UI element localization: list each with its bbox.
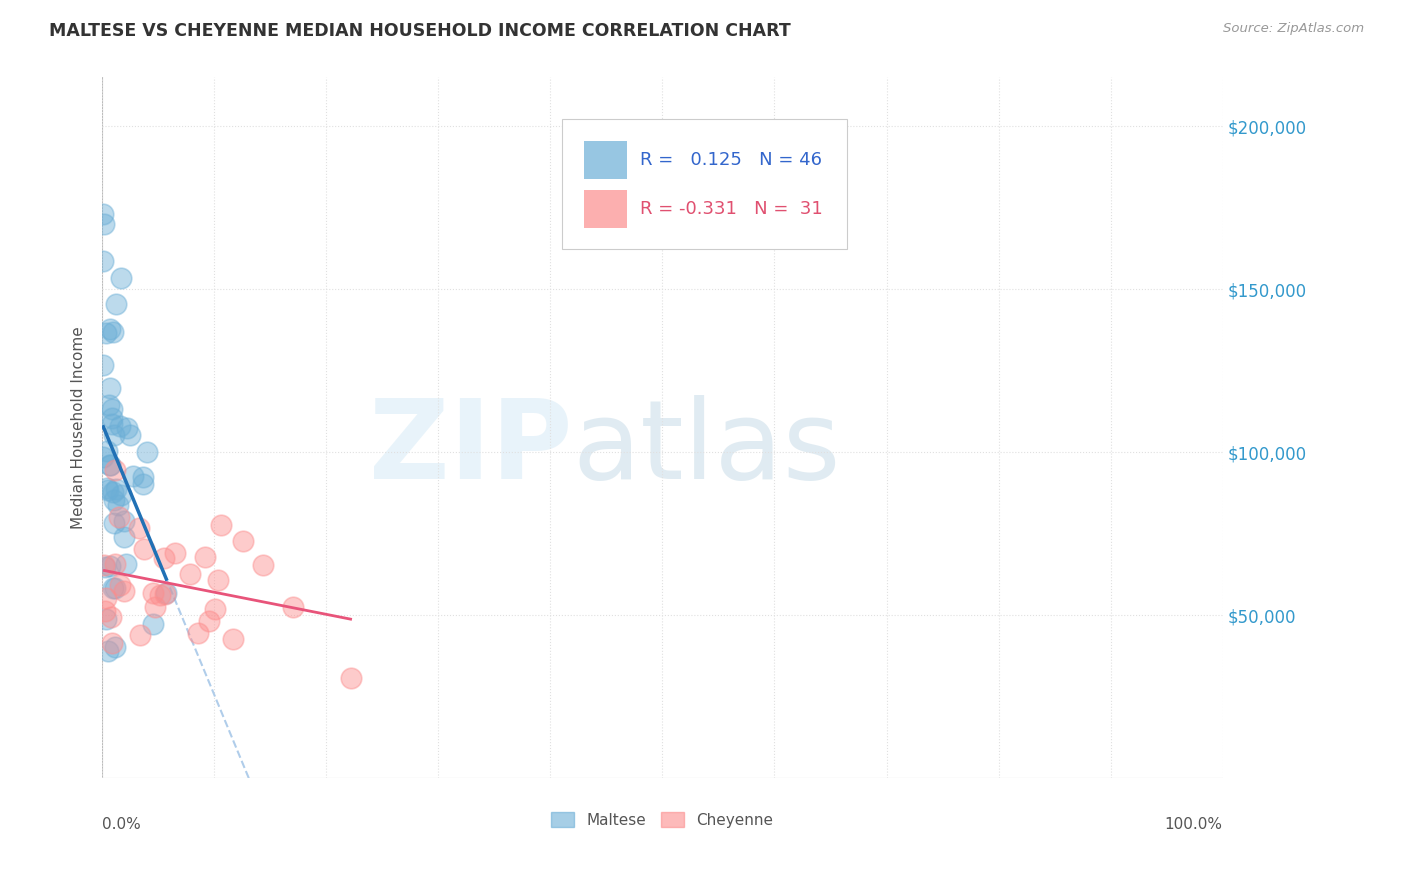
Point (101, 417, 124, 432)
Text: Source: ZipAtlas.com: Source: ZipAtlas.com (1223, 22, 1364, 36)
Point (110, 418, 132, 433)
Point (91, 207, 114, 221)
Point (115, 421, 138, 435)
Text: MALTESE VS CHEYENNE MEDIAN HOUSEHOLD INCOME CORRELATION CHART: MALTESE VS CHEYENNE MEDIAN HOUSEHOLD INC… (49, 22, 792, 40)
Point (194, 550, 217, 565)
Text: ZIP: ZIP (370, 395, 572, 502)
Point (112, 583, 135, 598)
Point (110, 488, 132, 502)
Point (104, 463, 127, 477)
Text: 0.0%: 0.0% (103, 817, 141, 831)
Point (252, 558, 274, 573)
Point (207, 573, 229, 587)
Point (155, 585, 177, 599)
Point (232, 534, 254, 549)
Point (143, 600, 166, 615)
Point (94, 591, 117, 605)
Point (98, 458, 121, 473)
Point (93, 604, 115, 618)
Point (104, 297, 127, 311)
Point (93, 450, 115, 464)
Point (104, 581, 127, 595)
Point (204, 602, 226, 616)
Point (222, 632, 245, 647)
Point (121, 469, 143, 483)
Point (93, 558, 115, 573)
Point (136, 444, 159, 458)
Point (198, 615, 221, 629)
Point (107, 498, 129, 512)
Point (103, 427, 125, 442)
Point (128, 521, 150, 535)
Point (101, 411, 124, 425)
Point (101, 402, 124, 417)
Point (91, 358, 114, 372)
Point (118, 428, 141, 442)
Point (100, 636, 122, 650)
Text: 100.0%: 100.0% (1164, 817, 1223, 831)
Point (108, 578, 131, 592)
Point (142, 585, 165, 599)
Point (339, 671, 361, 685)
Point (97, 483, 120, 498)
FancyBboxPatch shape (561, 120, 848, 249)
Point (97, 398, 120, 412)
Point (114, 558, 136, 572)
Point (98, 381, 121, 395)
Point (93, 217, 115, 231)
Point (101, 582, 124, 596)
Point (105, 482, 128, 496)
Point (93, 560, 115, 574)
Point (104, 558, 127, 572)
Point (96, 481, 118, 495)
Point (128, 628, 150, 642)
Point (179, 567, 201, 582)
Text: R =   0.125   N = 46: R = 0.125 N = 46 (640, 151, 823, 169)
FancyBboxPatch shape (583, 190, 627, 228)
Point (152, 550, 174, 565)
Point (97, 644, 120, 658)
Point (187, 626, 209, 640)
Point (104, 640, 127, 655)
Point (103, 516, 125, 531)
Point (93, 254, 115, 268)
Text: atlas: atlas (572, 395, 841, 502)
Point (112, 514, 135, 528)
Point (132, 541, 155, 556)
Point (98, 321, 121, 335)
Point (163, 546, 186, 560)
Point (131, 477, 153, 491)
Point (142, 617, 165, 632)
FancyBboxPatch shape (583, 141, 627, 179)
Point (283, 599, 305, 614)
Point (98, 458, 121, 472)
Point (153, 587, 176, 601)
Point (131, 470, 153, 484)
Point (110, 271, 132, 285)
Point (96, 444, 118, 458)
Point (108, 510, 131, 524)
Point (101, 485, 124, 500)
Point (101, 325, 124, 339)
Legend: Maltese, Cheyenne: Maltese, Cheyenne (546, 805, 780, 834)
Point (103, 492, 125, 507)
Point (94, 326, 117, 340)
Point (96, 612, 118, 626)
Text: R = -0.331   N =  31: R = -0.331 N = 31 (640, 200, 823, 218)
Point (100, 610, 122, 624)
Point (149, 588, 172, 602)
Y-axis label: Median Household Income: Median Household Income (72, 326, 86, 529)
Point (98, 558, 121, 573)
Point (112, 530, 135, 544)
Point (209, 518, 232, 533)
